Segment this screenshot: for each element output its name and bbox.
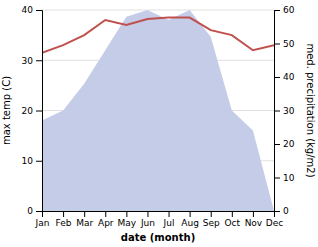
tick-label: Dec bbox=[266, 218, 283, 228]
x-axis-title: date (month) bbox=[121, 232, 195, 243]
tick: Jul bbox=[163, 211, 175, 228]
tick: 50 bbox=[274, 39, 295, 49]
tick: 20 bbox=[274, 139, 295, 149]
marks bbox=[42, 10, 274, 211]
grid bbox=[42, 10, 274, 211]
tick-mark bbox=[63, 211, 64, 217]
tick-label: 10 bbox=[283, 173, 295, 183]
tick: 10 bbox=[274, 173, 295, 183]
line bbox=[42, 18, 274, 53]
axis-line bbox=[36, 11, 43, 212]
tick-mark bbox=[36, 10, 42, 11]
tick-label: 40 bbox=[22, 5, 34, 15]
tick-mark bbox=[274, 211, 280, 212]
tick-label: 30 bbox=[22, 56, 34, 66]
tick-label: Aug bbox=[181, 218, 199, 228]
tick-mark bbox=[36, 60, 42, 61]
tick-mark bbox=[274, 44, 280, 45]
y2-axis-title: med. precipitation (kg/m2) bbox=[305, 43, 316, 177]
tick: 30 bbox=[22, 56, 42, 66]
tick-label: May bbox=[118, 218, 137, 228]
tick: Feb bbox=[56, 211, 72, 228]
tick-mark bbox=[84, 211, 85, 217]
tick: Apr bbox=[98, 211, 114, 228]
tick: Mar bbox=[76, 211, 93, 228]
tick-mark bbox=[274, 10, 280, 11]
tick: Sep bbox=[203, 211, 220, 228]
tick-mark bbox=[274, 111, 280, 112]
tick-mark bbox=[274, 77, 280, 78]
axis: Jan Feb Mar Apr MayJun Jul Aug Sep Oct NovDec bbox=[35, 211, 284, 228]
tick-label: 20 bbox=[22, 106, 34, 116]
tick-mark bbox=[36, 161, 42, 162]
tick-label: Mar bbox=[76, 218, 93, 228]
tick-label: Sep bbox=[203, 218, 220, 228]
axis-line bbox=[275, 11, 281, 212]
tick-mark bbox=[147, 211, 148, 217]
tick: Jan bbox=[35, 211, 50, 228]
tick: 0 bbox=[27, 206, 42, 216]
axis: 0 10 20 30 40 50 60 bbox=[274, 5, 295, 216]
tick-label: Oct bbox=[225, 218, 241, 228]
chart: JanFebMarAprMayJunJulAugSepOctNovDec0102… bbox=[0, 0, 318, 247]
tick: Oct bbox=[225, 211, 241, 228]
tick-label: Jun bbox=[140, 218, 155, 228]
tick: 20 bbox=[22, 106, 42, 116]
tick-label: 60 bbox=[283, 5, 295, 15]
tick-mark bbox=[105, 211, 106, 217]
grid-line bbox=[42, 10, 274, 11]
tick: 40 bbox=[274, 72, 295, 82]
tick: Jun bbox=[140, 211, 155, 228]
tick-mark bbox=[169, 211, 170, 217]
plot-area: JanFebMarAprMayJunJulAugSepOctNovDec0102… bbox=[1, 5, 316, 243]
tick-mark bbox=[126, 211, 127, 217]
tick: Aug bbox=[181, 211, 199, 228]
tick-label: 20 bbox=[283, 139, 295, 149]
y-axis-title: max temp (C) bbox=[1, 76, 12, 145]
tick-mark bbox=[190, 211, 191, 217]
tick: May bbox=[118, 211, 137, 228]
tick-label: Apr bbox=[98, 218, 114, 228]
tick: Nov bbox=[245, 211, 263, 228]
tick-mark bbox=[232, 211, 233, 217]
axis: 0 10 20 30 40 bbox=[22, 5, 43, 216]
tick-mark bbox=[253, 211, 254, 217]
tick-label: Feb bbox=[56, 218, 72, 228]
tick-mark bbox=[36, 111, 42, 112]
axis-line bbox=[43, 212, 275, 218]
tick-label: 40 bbox=[283, 72, 295, 82]
area bbox=[42, 10, 274, 211]
tick-label: 10 bbox=[22, 156, 34, 166]
tick: 30 bbox=[274, 106, 295, 116]
tick-mark bbox=[274, 178, 280, 179]
tick-label: Jan bbox=[35, 218, 50, 228]
tick: 10 bbox=[22, 156, 42, 166]
tick: 60 bbox=[274, 5, 295, 15]
tick-mark bbox=[211, 211, 212, 217]
tick-label: Nov bbox=[245, 218, 263, 228]
tick-mark bbox=[36, 211, 42, 212]
tick-mark bbox=[274, 144, 280, 145]
tick: 0 bbox=[274, 206, 289, 216]
tick-label: 30 bbox=[283, 106, 295, 116]
tick-label: Jul bbox=[163, 218, 175, 228]
tick-label: 50 bbox=[283, 39, 295, 49]
tick-label: 0 bbox=[283, 206, 289, 216]
tick: 40 bbox=[22, 5, 42, 15]
tick: Dec bbox=[266, 211, 283, 228]
tick-label: 0 bbox=[27, 206, 33, 216]
